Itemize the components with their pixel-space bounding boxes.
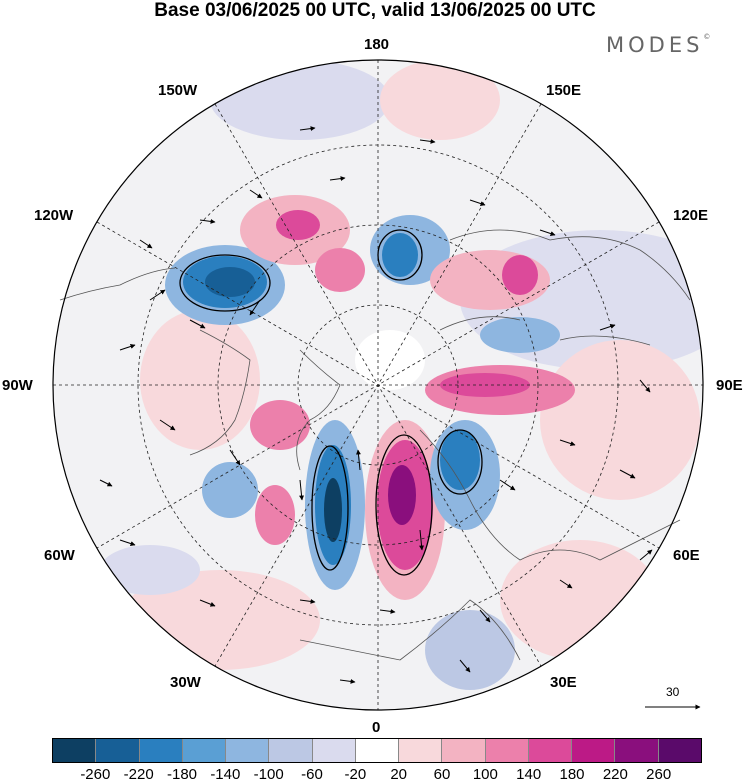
lon-label-30w: 30W bbox=[170, 674, 201, 691]
colorbar-swatch bbox=[442, 739, 486, 762]
colorbar-swatch bbox=[485, 739, 529, 762]
lon-label-0: 0 bbox=[372, 719, 381, 736]
lon-label-120e: 120E bbox=[673, 207, 709, 224]
colorbar-tick-label: 220 bbox=[602, 766, 628, 783]
coastlines bbox=[59, 229, 691, 661]
colorbar-swatch bbox=[182, 739, 227, 762]
colorbar-swatch bbox=[658, 739, 701, 762]
colorbar-swatch bbox=[528, 739, 573, 762]
lon-label-30e: 30E bbox=[550, 674, 577, 691]
colorbar-tick-label: -260 bbox=[80, 766, 111, 783]
colorbar-swatch bbox=[399, 739, 443, 762]
lon-label-90w: 90W bbox=[2, 377, 33, 394]
colorbar-tick-label: -220 bbox=[123, 766, 154, 783]
colorbar-swatch bbox=[96, 739, 140, 762]
lon-label-150w: 150W bbox=[158, 82, 198, 99]
colorbar bbox=[52, 738, 702, 763]
colorbar-swatch bbox=[269, 739, 313, 762]
colorbar-tick-label: 260 bbox=[646, 766, 672, 783]
colorbar-swatch bbox=[226, 739, 270, 762]
colorbar-tick-label: -180 bbox=[166, 766, 198, 783]
reference-vector-label: 30 bbox=[666, 685, 680, 699]
colorbar-tick-label: -20 bbox=[344, 766, 367, 783]
map-title: Base 03/06/2025 00 UTC, valid 13/06/2025… bbox=[154, 0, 596, 21]
colorbar-tick-label: 180 bbox=[559, 766, 585, 783]
colorbar-swatch bbox=[139, 739, 183, 762]
colorbar-swatch bbox=[615, 739, 659, 762]
colorbar-ticks: -260 -220 -180 -140 -100 -60 -20 20 60 100 140 180 2… bbox=[52, 766, 702, 783]
colorbar-tick-label: 100 bbox=[472, 766, 498, 783]
colorbar-tick-label: -100 bbox=[253, 766, 284, 783]
colorbar-tick-label: 60 bbox=[433, 766, 451, 783]
lon-label-180: 180 bbox=[364, 36, 390, 53]
lon-label-60e: 60E bbox=[673, 547, 700, 564]
lon-label-150e: 150E bbox=[546, 82, 582, 99]
modes-logo: MODES© bbox=[606, 33, 711, 57]
wind-vectors bbox=[99, 126, 653, 684]
colorbar-tick-label: -140 bbox=[210, 766, 241, 783]
colorbar-swatch bbox=[572, 739, 616, 762]
graticule bbox=[53, 60, 703, 710]
map-boundary bbox=[52, 59, 704, 711]
colorbar-swatch bbox=[312, 739, 356, 762]
colorbar-tick-label: 140 bbox=[516, 766, 542, 783]
colorbar-swatch bbox=[355, 739, 400, 762]
contours bbox=[179, 229, 483, 576]
colorbar-tick-label: -60 bbox=[301, 766, 323, 783]
lon-label-90e: 90E bbox=[716, 377, 743, 394]
lon-label-120w: 120W bbox=[34, 207, 74, 224]
colorbar-tick-label: 20 bbox=[390, 766, 407, 783]
colorbar-swatch bbox=[53, 739, 97, 762]
lon-label-60w: 60W bbox=[44, 547, 75, 564]
